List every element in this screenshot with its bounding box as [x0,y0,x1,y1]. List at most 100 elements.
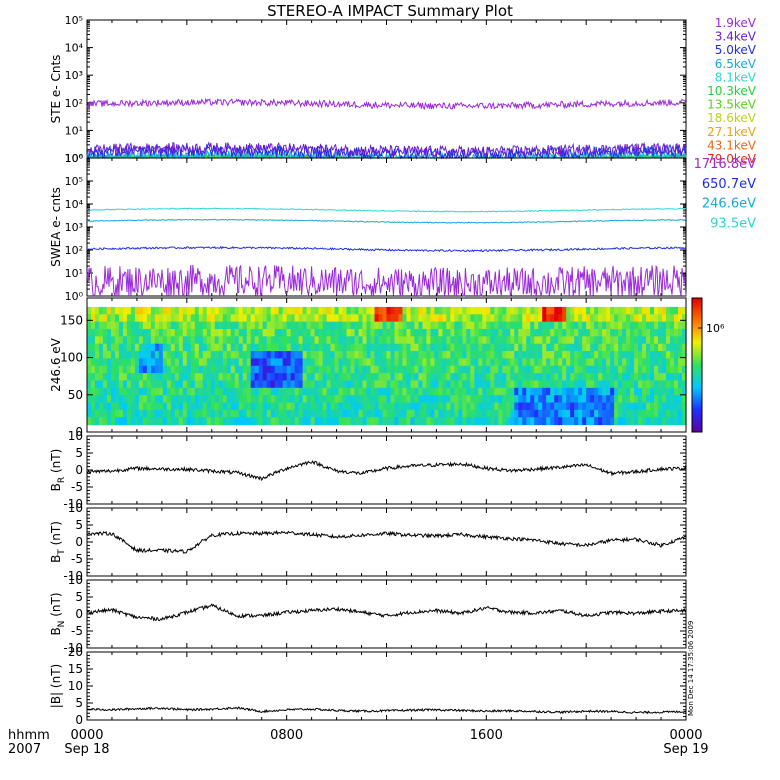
heatmap-cell [574,328,579,337]
heatmap-cell [270,417,276,426]
heatmap-cell [638,380,643,389]
heatmap-cell [458,395,463,404]
heatmap-cell [334,306,340,315]
heatmap-cell [606,402,611,411]
heatmap-cell [394,402,400,411]
heatmap-cell [302,351,308,359]
heatmap-cell [342,387,348,396]
heatmap-cell [490,351,495,359]
heatmap-cell [342,409,348,418]
heatmap-cell [358,395,364,404]
heatmap-cell [682,380,687,389]
heatmap-cell [450,336,455,345]
heatmap-cell [566,321,571,330]
heatmap-cell [434,336,440,345]
heatmap-cell [598,402,603,411]
heatmap-cell [530,373,535,382]
heatmap-cell [426,328,432,337]
heatmap-cell [614,417,619,426]
bn-series-line [86,603,687,622]
heatmap-cell [134,328,140,337]
heatmap-cell [522,336,527,345]
heatmap-cell [274,336,280,345]
heatmap-cell [306,336,312,345]
heatmap-cell [186,306,192,315]
heatmap-cell [162,409,168,418]
heatmap-cell [526,358,531,367]
heatmap-cell [258,321,264,330]
heatmap-cell [426,395,432,404]
heatmap-cell [570,387,575,396]
heatmap-cell [434,328,440,337]
heatmap-cell [94,417,100,426]
heatmap-cell [654,306,659,315]
heatmap-cell [458,358,463,367]
heatmap-cell [410,321,416,330]
heatmap-cell [402,373,408,382]
heatmap-cell [486,365,491,374]
heatmap-cell [402,306,408,315]
heatmap-cell [466,387,471,396]
heatmap-cell [158,380,164,389]
heatmap-cell [682,417,687,426]
heatmap-cell [422,321,428,330]
heatmap-cell [658,306,663,315]
heatmap-cell [210,387,216,396]
heatmap-cell [190,373,196,382]
heatmap-cell [350,373,356,382]
heatmap-cell [294,306,300,315]
heatmap-cell [166,402,172,411]
heatmap-cell [262,336,268,345]
heatmap-cell [246,351,252,359]
heatmap-cell [450,314,455,323]
heatmap-cell [378,351,384,359]
heatmap-cell [526,409,531,418]
heatmap-cell [242,314,248,323]
heatmap-cell [606,409,611,418]
heatmap-cell [478,387,483,396]
heatmap-cell [338,314,344,323]
heatmap-cell [326,343,332,352]
heatmap-cell [534,365,539,374]
heatmap-cell [494,336,499,345]
heatmap-cell [438,328,443,337]
heatmap-cell [106,365,112,374]
heatmap-cell [90,343,96,352]
heatmap-cell [362,336,368,345]
heatmap-cell [566,336,571,345]
heatmap-cell [678,351,683,359]
heatmap-cell [306,328,312,337]
heatmap-cell [442,351,447,359]
heatmap-cell [626,343,631,352]
heatmap-cell [90,409,96,418]
heatmap-cell [526,314,531,323]
heatmap-cell [210,306,216,315]
heatmap-cell [258,351,264,359]
heatmap-cell [278,343,284,352]
heatmap-cell [378,365,384,374]
heatmap-cell [258,328,264,337]
heatmap-cell [446,387,451,396]
heatmap-cell [622,336,627,345]
heatmap-cell [538,365,543,374]
heatmap-cell [314,343,320,352]
heatmap-cell [426,417,432,426]
heatmap-cell [450,395,455,404]
heatmap-cell [162,351,168,359]
heatmap-cell [334,328,340,337]
heatmap-cell [230,321,236,330]
heatmap-cell [666,373,671,382]
heatmap-cell [478,351,483,359]
heatmap-cell [258,387,264,396]
heatmap-cell [594,314,599,323]
heatmap-cell [270,409,276,418]
heatmap-cell [238,336,244,345]
heatmap-cell [522,306,527,315]
heatmap-cell [602,351,607,359]
heatmap-cell [410,314,416,323]
heatmap-cell [122,336,128,345]
heatmap-cell [346,395,352,404]
heatmap-cell [506,365,511,374]
heatmap-cell [562,321,567,330]
heatmap-cell [158,343,164,352]
